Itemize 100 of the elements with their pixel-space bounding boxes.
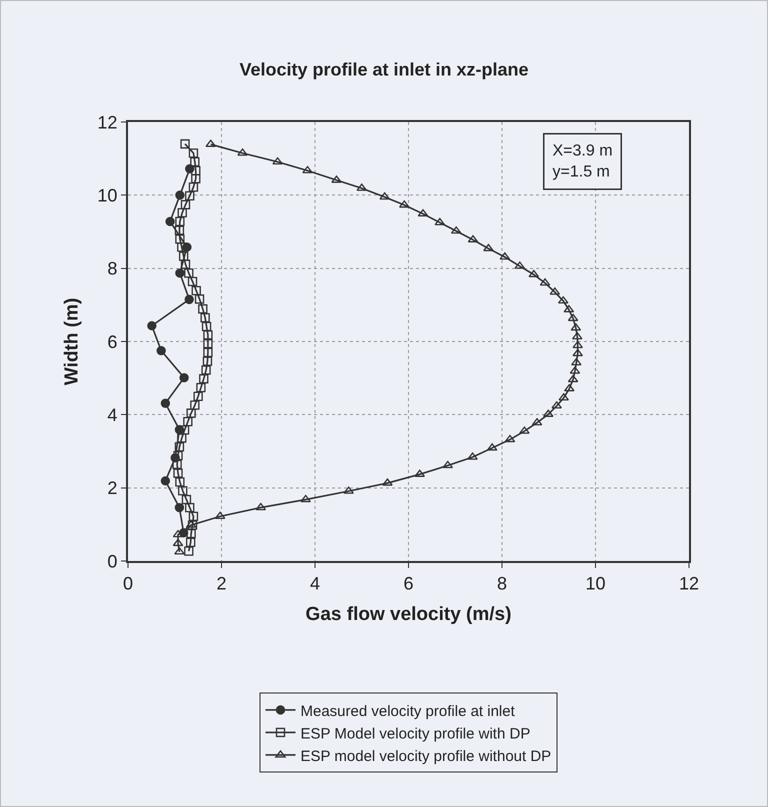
point	[214, 512, 226, 520]
point	[500, 252, 510, 260]
point	[504, 434, 516, 442]
point	[175, 234, 185, 244]
point	[514, 261, 526, 269]
point	[182, 494, 192, 504]
point	[201, 365, 211, 375]
point	[160, 476, 170, 486]
point	[300, 494, 311, 502]
point	[147, 321, 156, 330]
point	[203, 348, 213, 358]
point	[550, 287, 560, 295]
point	[175, 190, 185, 200]
point	[156, 346, 166, 356]
point	[184, 546, 194, 556]
point	[186, 408, 196, 418]
point	[175, 268, 185, 278]
point	[172, 460, 182, 470]
y-tick-label: 2	[107, 478, 118, 498]
annotation: X=3.9 m y=1.5 m	[552, 142, 613, 180]
point	[185, 191, 194, 201]
x-axis-title: Gas flow velocity (m/s)	[306, 604, 512, 625]
point	[450, 226, 462, 234]
point	[178, 208, 187, 218]
point	[568, 374, 578, 382]
point	[486, 443, 498, 451]
point	[343, 486, 354, 494]
point	[272, 157, 283, 165]
point	[203, 339, 213, 348]
point	[519, 426, 530, 434]
point	[434, 218, 446, 226]
point	[570, 366, 580, 374]
legend-label: Measured velocity profile at inlet	[300, 702, 516, 720]
point	[178, 486, 188, 496]
chart-title: Velocity profile at inlet in xz-plane	[239, 60, 529, 80]
point	[184, 294, 194, 304]
point	[382, 478, 393, 486]
point	[572, 348, 583, 356]
x-tick-label: 12	[678, 574, 700, 594]
point	[399, 200, 410, 208]
point	[184, 268, 194, 278]
point	[483, 244, 494, 252]
x-tick-label: 4	[310, 574, 320, 594]
point	[188, 182, 198, 192]
point	[180, 139, 190, 149]
y-tick-label: 10	[97, 185, 118, 206]
point	[183, 416, 192, 426]
x-tick-label: 6	[403, 574, 414, 594]
point	[528, 270, 540, 278]
y-tick-label: 6	[107, 332, 118, 352]
point	[175, 477, 185, 487]
point	[568, 314, 578, 322]
point	[442, 460, 454, 468]
point	[160, 398, 170, 408]
y-tick-label: 4	[107, 404, 118, 425]
point	[172, 538, 184, 546]
y-tick-label: 12	[97, 112, 118, 132]
point	[180, 260, 190, 269]
point	[188, 512, 198, 522]
point	[186, 538, 196, 547]
legend-label: ESP Model velocity profile with DP	[300, 725, 530, 742]
point	[180, 200, 190, 210]
point	[174, 502, 184, 512]
point	[193, 392, 203, 402]
point	[379, 192, 390, 200]
point	[572, 340, 583, 348]
point	[192, 286, 201, 296]
point	[186, 528, 196, 538]
x-tick-label: 10	[585, 574, 606, 594]
point	[198, 304, 208, 314]
point	[165, 216, 175, 226]
x-tick-label: 2	[216, 574, 227, 594]
point	[467, 452, 478, 460]
y-tick-label: 0	[107, 551, 118, 572]
point	[570, 323, 582, 331]
point	[194, 294, 204, 304]
point	[199, 374, 208, 384]
x-tick-label: 0	[122, 574, 134, 594]
point	[179, 373, 189, 382]
point	[202, 356, 212, 366]
point	[551, 401, 562, 409]
point	[190, 400, 200, 410]
point	[174, 442, 184, 452]
x-tick-label: 8	[496, 574, 508, 594]
point	[540, 278, 550, 286]
point	[202, 322, 212, 332]
point	[175, 216, 185, 226]
point	[200, 313, 210, 322]
point	[178, 252, 188, 261]
point	[188, 148, 198, 158]
y-tick-label: 8	[107, 258, 118, 279]
point	[174, 226, 184, 235]
point	[185, 502, 194, 512]
point	[237, 148, 248, 156]
point	[188, 276, 198, 286]
y-axis-title: Width (m)	[62, 298, 83, 386]
legend-label: ESP model velocity profile without DP	[300, 748, 552, 765]
point	[196, 382, 206, 392]
point	[203, 330, 213, 340]
point	[173, 468, 183, 478]
